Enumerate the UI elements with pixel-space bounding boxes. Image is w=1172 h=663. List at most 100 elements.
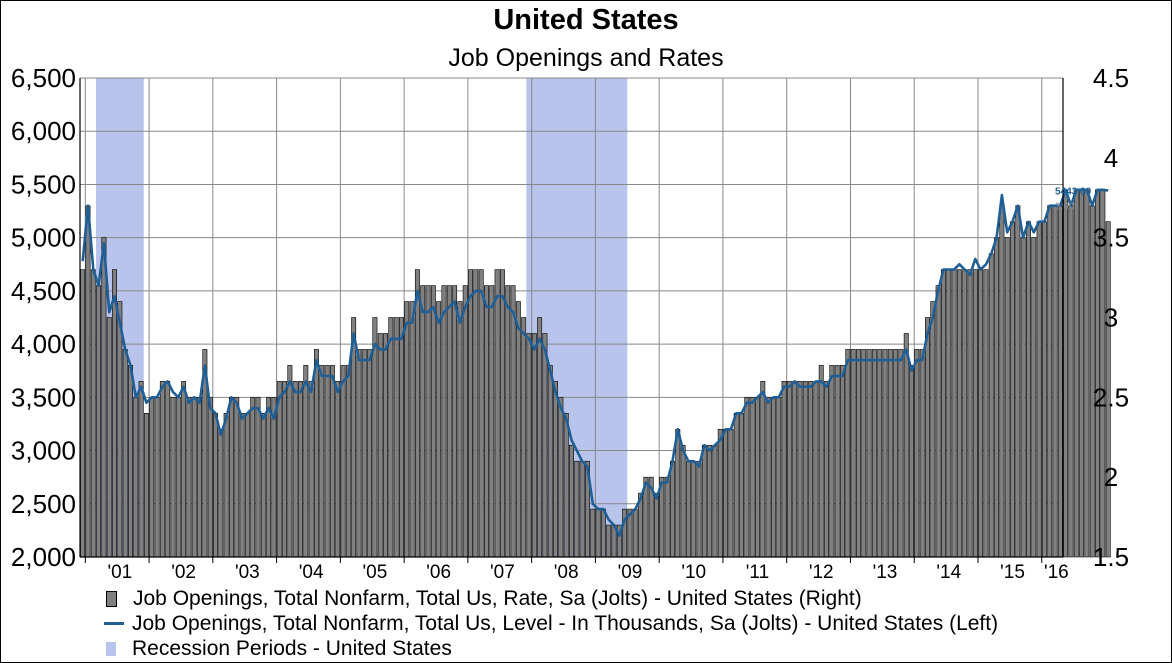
rate-bar	[388, 317, 394, 558]
rate-bar	[776, 397, 782, 558]
rate-bar	[728, 428, 734, 558]
rate-bar	[797, 381, 803, 558]
rate-bar	[510, 285, 516, 558]
left-tick-label: 2,500	[11, 489, 76, 519]
rate-bar	[165, 381, 171, 558]
legend-label: Job Openings, Total Nonfarm, Total Us, R…	[133, 586, 862, 610]
rate-bar	[112, 269, 117, 558]
rate-bar	[452, 285, 458, 558]
rate-bar	[956, 269, 962, 558]
x-tick-label: '13	[873, 562, 898, 583]
rate-bar	[186, 397, 192, 558]
rate-bar	[117, 301, 123, 558]
rate-bar	[250, 397, 256, 558]
rate-bar	[909, 365, 915, 558]
rate-bar	[462, 285, 468, 558]
rate-bar	[436, 301, 442, 558]
rate-bar	[919, 349, 925, 558]
chart-subtitle: Job Openings and Rates	[448, 44, 724, 72]
rate-bar	[101, 237, 107, 558]
rate-bar	[234, 397, 240, 558]
left-tick-label: 6,500	[11, 63, 76, 93]
rate-bar	[313, 349, 319, 558]
rate-bar	[574, 460, 580, 558]
rate-bar	[282, 381, 288, 558]
rate-bar	[143, 412, 149, 558]
x-tick-label: '15	[1000, 562, 1025, 583]
left-tick-label: 2,000	[11, 542, 76, 572]
rate-bar	[1026, 221, 1031, 558]
left-tick-label: 5,500	[11, 169, 76, 199]
rate-bar	[239, 412, 245, 558]
rate-bar	[898, 349, 904, 558]
rate-bar	[515, 301, 521, 558]
rate-bar	[845, 349, 851, 558]
rate-bar	[170, 397, 176, 558]
rate-bar	[473, 269, 479, 558]
rate-bar	[1004, 237, 1010, 558]
right-tick-label: 4.5	[1093, 63, 1129, 93]
rate-bar	[526, 333, 532, 558]
rate-bar	[244, 412, 250, 558]
rate-bar	[940, 269, 946, 558]
legend-item-recession: Recession Periods - United States	[104, 636, 1164, 661]
rate-bar	[399, 317, 404, 558]
right-tick-label: 3.5	[1093, 223, 1129, 253]
rate-bar	[701, 444, 707, 558]
x-tick-label: '08	[554, 562, 579, 583]
rate-bar	[266, 397, 272, 558]
rate-bars	[80, 189, 1111, 558]
rate-bar	[420, 285, 426, 558]
rate-bar	[191, 397, 197, 558]
chart-title: United States	[493, 4, 679, 36]
rate-bar	[967, 269, 973, 558]
rate-bar	[1015, 205, 1021, 558]
rate-bar	[175, 397, 181, 558]
rate-bar	[563, 412, 569, 558]
rate-bar	[930, 301, 936, 558]
rate-bar	[1057, 205, 1063, 558]
rate-bar	[441, 285, 447, 558]
rate-bar	[537, 317, 543, 558]
rate-bar	[675, 428, 681, 558]
x-tick-label: '06	[426, 562, 451, 583]
rate-bar	[903, 333, 909, 558]
left-axis-ticks: 2,000 2,500 3,000 3,500 4,000 4,500 5,000 5,500…	[11, 63, 76, 572]
rate-bar	[606, 524, 612, 558]
rate-bar	[749, 397, 755, 558]
right-axis-ticks: 1.5 2 2.5 3 3.5 4 4.5	[1093, 63, 1129, 572]
legend: Job Openings, Total Nonfarm, Total Us, R…	[104, 586, 1164, 661]
rate-bar	[223, 412, 229, 558]
right-tick-label: 2	[1104, 462, 1118, 492]
rate-bar	[786, 381, 792, 558]
rate-bar	[590, 508, 596, 558]
x-tick-label: '16	[1044, 562, 1069, 583]
rate-bar	[372, 317, 378, 558]
right-tick-label: 2.5	[1093, 382, 1129, 412]
rate-bar	[600, 508, 606, 558]
legend-label: Recession Periods - United States	[132, 636, 452, 660]
rate-end-label: 3.60	[1055, 202, 1075, 213]
rate-bar	[319, 365, 325, 558]
rate-bar	[696, 460, 702, 558]
rate-bar	[622, 508, 628, 558]
rate-bar	[96, 285, 102, 558]
rate-bar	[664, 476, 670, 558]
rate-bar	[712, 444, 718, 558]
rate-bar	[329, 365, 335, 558]
rate-bar	[999, 205, 1005, 558]
x-tick-label: '14	[936, 562, 961, 583]
rate-bar	[632, 508, 638, 558]
legend-swatch-bar	[106, 590, 117, 607]
rate-bar	[1079, 189, 1085, 558]
rate-bar	[1020, 237, 1026, 558]
left-tick-label: 3,500	[11, 382, 76, 412]
x-tick-label: '10	[681, 562, 706, 583]
rate-bar	[122, 349, 128, 558]
rate-bar	[430, 285, 436, 558]
rate-bar	[685, 460, 691, 558]
rate-bar	[654, 492, 659, 558]
x-tick-label: '03	[235, 562, 260, 583]
rate-bar	[531, 333, 537, 558]
rate-bar	[669, 460, 675, 558]
